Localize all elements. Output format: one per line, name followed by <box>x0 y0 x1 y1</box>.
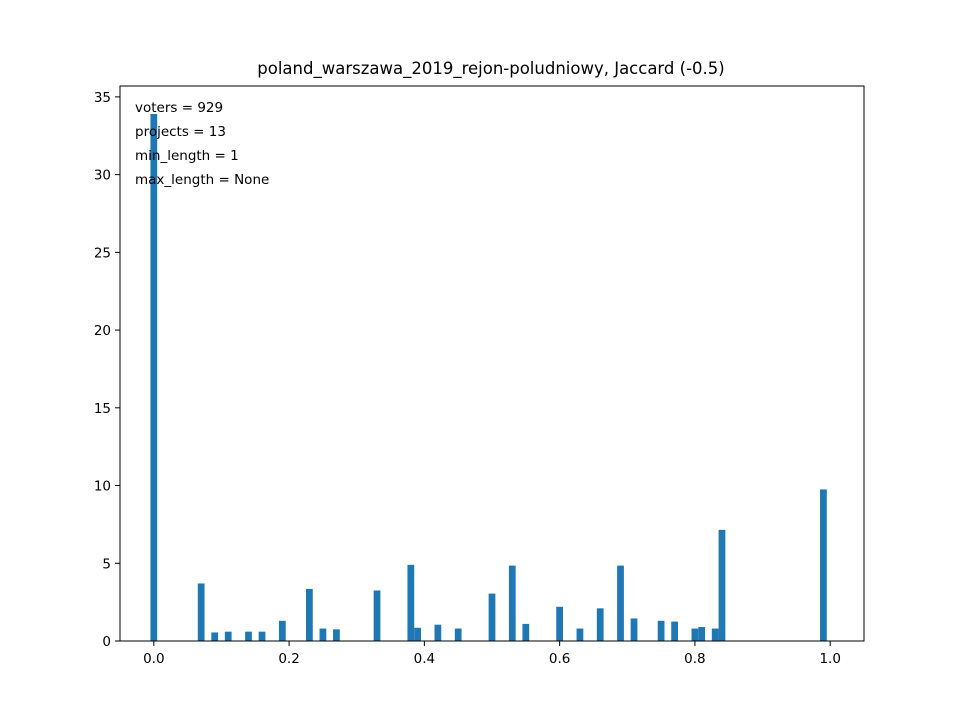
histogram-bar <box>617 565 624 641</box>
x-tick-label: 0.2 <box>278 651 299 667</box>
histogram-bar <box>820 489 827 641</box>
histogram-bar <box>576 628 584 641</box>
histogram-bar <box>657 620 665 641</box>
histogram-bar <box>197 583 205 641</box>
histogram-bar <box>211 632 219 641</box>
y-tick-label: 5 <box>102 556 111 572</box>
y-tick-label: 25 <box>94 245 111 261</box>
histogram-bar <box>454 628 462 641</box>
annotation-line: projects = 13 <box>135 124 226 140</box>
histogram-bar <box>671 621 678 641</box>
histogram-bar <box>434 624 442 641</box>
y-tick-label: 20 <box>94 323 111 339</box>
annotation-line: max_length = None <box>135 172 269 188</box>
y-tick-label: 15 <box>94 401 111 417</box>
histogram-bar <box>691 628 699 641</box>
histogram-bar <box>718 529 726 641</box>
annotation-line: min_length = 1 <box>135 148 239 164</box>
histogram-bar <box>333 629 340 641</box>
histogram-bar <box>319 628 327 641</box>
histogram-bar <box>556 606 564 641</box>
histogram-bar <box>224 631 232 641</box>
y-tick-label: 0 <box>102 634 111 650</box>
bars-layer <box>150 113 827 642</box>
histogram-bar <box>488 593 496 641</box>
histogram-bar <box>630 618 638 641</box>
histogram-bar <box>150 113 158 642</box>
histogram-bar <box>596 608 604 641</box>
x-tick-label: 0.8 <box>684 651 705 667</box>
histogram-bar <box>306 588 313 641</box>
y-tick-label: 10 <box>94 479 111 495</box>
x-tick-label: 0.6 <box>549 651 570 667</box>
x-tick-label: 0.4 <box>414 651 435 667</box>
x-tick-label: 0.0 <box>143 651 164 667</box>
histogram-bar <box>698 627 706 641</box>
histogram-bar <box>508 565 516 641</box>
axes-layer: 0.0 0.2 0.4 0.6 0.8 1.0 0 5 10 15 20 25 30 35 <box>94 85 865 667</box>
histogram-bar <box>414 627 421 641</box>
histogram-bar <box>278 620 286 641</box>
histogram-bar <box>373 590 381 641</box>
y-tick-label: 35 <box>94 90 111 106</box>
chart-title: poland_warszawa_2019_rejon-poludniowy, J… <box>257 59 724 79</box>
x-tick-label: 1.0 <box>819 651 840 667</box>
histogram-bar <box>258 631 266 641</box>
histogram-bar <box>522 623 530 641</box>
histogram-bar <box>407 564 415 641</box>
histogram-bar <box>245 631 252 641</box>
plot-frame <box>119 85 865 642</box>
y-tick-label: 30 <box>94 168 111 184</box>
annotation-line: voters = 929 <box>135 100 223 116</box>
annotations-layer: voters = 929 projects = 13 min_length = 1 m… <box>135 100 269 188</box>
histogram-bar <box>711 628 719 641</box>
